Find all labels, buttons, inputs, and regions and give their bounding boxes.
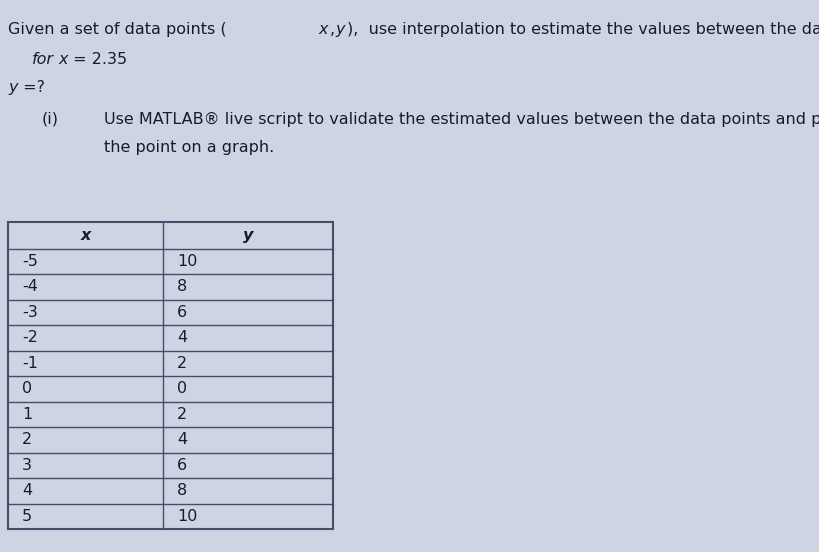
Text: 3: 3: [22, 458, 32, 473]
Text: x: x: [80, 228, 91, 243]
Text: -1: -1: [22, 355, 38, 371]
Bar: [8, 222, 333, 529]
Text: 1: 1: [22, 407, 32, 422]
Text: the point on a graph.: the point on a graph.: [104, 140, 274, 155]
Text: 6: 6: [177, 305, 187, 320]
Text: y: y: [8, 80, 17, 95]
Text: for: for: [32, 52, 54, 67]
Text: 8: 8: [177, 483, 187, 498]
Text: 0: 0: [177, 381, 187, 396]
Text: ,: ,: [329, 22, 339, 37]
Text: 10: 10: [177, 509, 197, 524]
Text: 4: 4: [22, 483, 32, 498]
Text: -2: -2: [22, 330, 38, 345]
Text: 5: 5: [22, 509, 32, 524]
Text: y: y: [242, 228, 253, 243]
Text: -3: -3: [22, 305, 38, 320]
Text: -4: -4: [22, 279, 38, 294]
Text: x: x: [318, 22, 327, 37]
Text: 4: 4: [177, 330, 187, 345]
Text: 8: 8: [177, 279, 187, 294]
Text: ),  use interpolation to estimate the values between the data points.: ), use interpolation to estimate the val…: [346, 22, 819, 37]
Text: 2: 2: [22, 432, 32, 447]
Text: y: y: [335, 22, 345, 37]
Text: = 2.35: = 2.35: [69, 52, 128, 67]
Text: 2: 2: [177, 355, 187, 371]
Text: 0: 0: [22, 381, 32, 396]
Text: x: x: [58, 52, 67, 67]
Text: Use MATLAB® live script to validate the estimated values between the data points: Use MATLAB® live script to validate the …: [104, 112, 819, 127]
Text: Given a set of data points (: Given a set of data points (: [8, 22, 226, 37]
Text: 4: 4: [177, 432, 187, 447]
Text: 6: 6: [177, 458, 187, 473]
Text: 2: 2: [177, 407, 187, 422]
Text: =?: =?: [18, 80, 45, 95]
Text: (i): (i): [42, 112, 59, 127]
Text: -5: -5: [22, 254, 38, 269]
Text: 10: 10: [177, 254, 197, 269]
